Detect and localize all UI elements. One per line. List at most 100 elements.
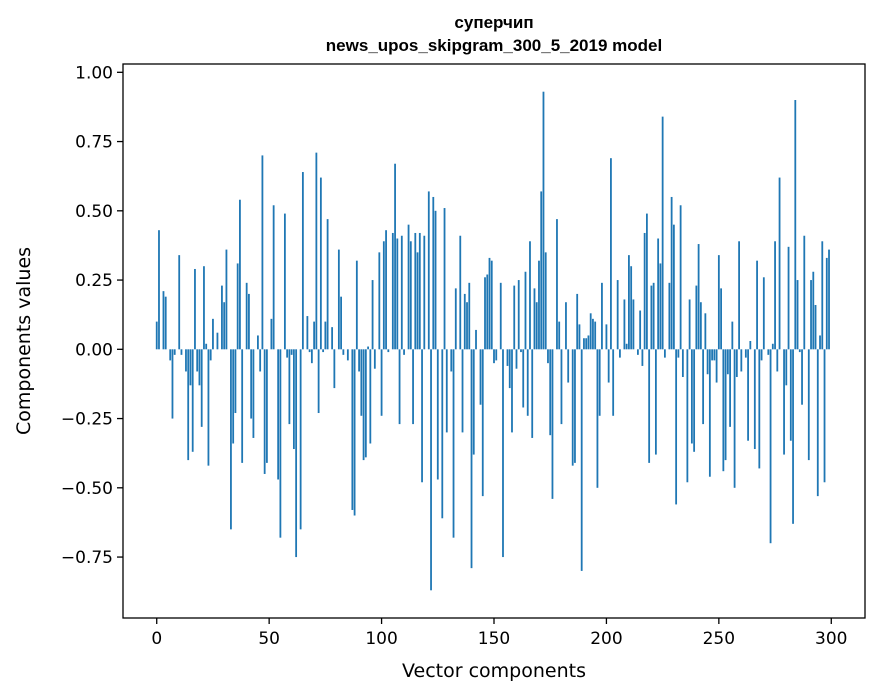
bar [441,349,444,519]
x-tick-label: 0 [151,629,162,649]
bar [744,349,747,358]
bar [367,346,369,350]
bar [713,349,716,361]
bar [587,335,590,350]
bar [169,349,172,361]
bar [279,349,282,538]
x-tick-label: 100 [365,629,397,649]
y-axis-ticks: −0.75 −0.50 −0.25 0.00 0.25 0.50 0.75 1.00 [61,63,123,568]
bar [612,349,615,416]
bar [495,349,498,361]
bar [257,335,259,350]
bar [814,304,817,350]
bar [699,302,702,350]
bar [625,343,628,350]
bar [221,285,223,350]
bar [715,349,718,383]
bar [607,349,610,383]
bar [803,235,806,350]
bar [470,349,473,569]
bar [430,349,432,591]
bar [690,349,693,444]
bar [346,349,349,361]
bar [317,349,320,414]
bar [277,349,280,480]
bar [580,349,583,571]
y-tick-label: 1.00 [75,63,113,83]
bar [322,349,325,353]
bar [232,349,235,444]
x-tick-label: 250 [703,629,735,649]
bar [459,235,462,350]
bar [720,288,722,350]
bar [807,349,810,461]
bar [704,313,707,350]
bar [155,321,158,350]
bar [266,349,268,463]
bar [574,349,576,463]
bar [785,349,788,386]
bar [544,252,547,350]
bar [585,338,588,350]
bar [310,349,313,364]
bar [598,349,601,416]
bar [702,349,705,425]
bar [189,349,192,386]
bar [418,232,421,350]
bar [502,349,504,558]
bar [194,268,196,350]
bar [789,349,792,441]
bar [654,349,657,455]
bar [409,241,412,350]
bar [708,349,711,477]
bar [722,349,725,472]
bar [362,349,365,461]
bar [731,321,734,350]
bar [663,349,666,358]
y-tick-label: 0.00 [75,340,113,360]
y-tick-label: 0.50 [75,202,113,222]
x-axis-label: Vector components [402,660,586,682]
bar [286,349,289,358]
bar [355,260,358,350]
bar [556,219,558,350]
bar [466,302,468,350]
bar [648,349,651,463]
bar [272,205,275,350]
bar [533,288,536,350]
bar [290,349,293,355]
bar [196,349,199,372]
bar [762,277,765,350]
bar [479,349,482,405]
x-tick-label: 300 [815,629,847,649]
bar [250,349,253,419]
bar [686,349,689,483]
bar [252,349,255,438]
bar [668,282,671,350]
bar [542,91,545,350]
bar [729,349,731,427]
bar [412,349,414,425]
bar [538,260,540,350]
bar [203,266,205,350]
bar [639,310,642,350]
bar [760,349,763,361]
bar [529,241,531,350]
bar [490,260,493,350]
bar [248,293,250,350]
bar [560,349,563,425]
y-tick-label: −0.75 [61,548,113,568]
bar [481,349,484,497]
bar [677,349,680,358]
bar [758,349,761,469]
bar [299,349,302,530]
bar [630,266,633,350]
bar [531,349,534,438]
bar [724,349,727,461]
bar [605,324,608,350]
bar [823,349,826,483]
bar [753,349,756,450]
bar [540,191,543,350]
bar [816,349,819,497]
bar [468,282,471,350]
